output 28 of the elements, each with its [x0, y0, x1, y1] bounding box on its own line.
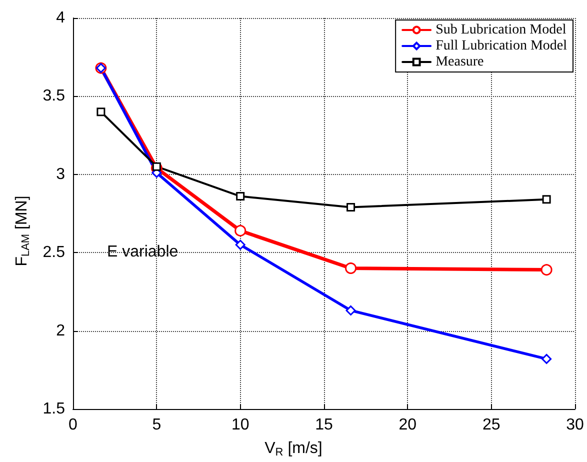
y-tick-label: 4 [56, 10, 66, 26]
x-tick-label: 5 [152, 416, 162, 434]
y-tick-label: 3.5 [42, 88, 66, 105]
point [542, 195, 551, 204]
point [96, 108, 106, 116]
point [540, 264, 552, 276]
point [234, 224, 246, 236]
point [152, 162, 161, 171]
x-tick-label: 25 [482, 416, 500, 434]
x-tick-label: 30 [566, 416, 584, 434]
point [236, 192, 245, 201]
x-tick-label: 20 [398, 416, 417, 434]
point [346, 305, 356, 316]
x-tick-label: 10 [231, 416, 250, 434]
legend-label: Sub Lubrication Model [436, 22, 566, 38]
x-tick-label: 0 [68, 416, 78, 434]
y-tick-label: 2.5 [42, 244, 66, 262]
point [235, 240, 246, 250]
legend-label: Measure [436, 54, 484, 70]
legend-label: Full Lubrication Model [436, 38, 568, 54]
y-tick-label: 1.5 [42, 400, 66, 418]
point [345, 262, 357, 274]
y-tick-label: 3 [56, 166, 66, 183]
y-tick-label: 2 [56, 322, 66, 340]
y-axis-title: FLAM [MN] [14, 196, 32, 266]
point [346, 202, 356, 212]
point [542, 354, 552, 364]
x-tick-label: 15 [315, 416, 333, 434]
